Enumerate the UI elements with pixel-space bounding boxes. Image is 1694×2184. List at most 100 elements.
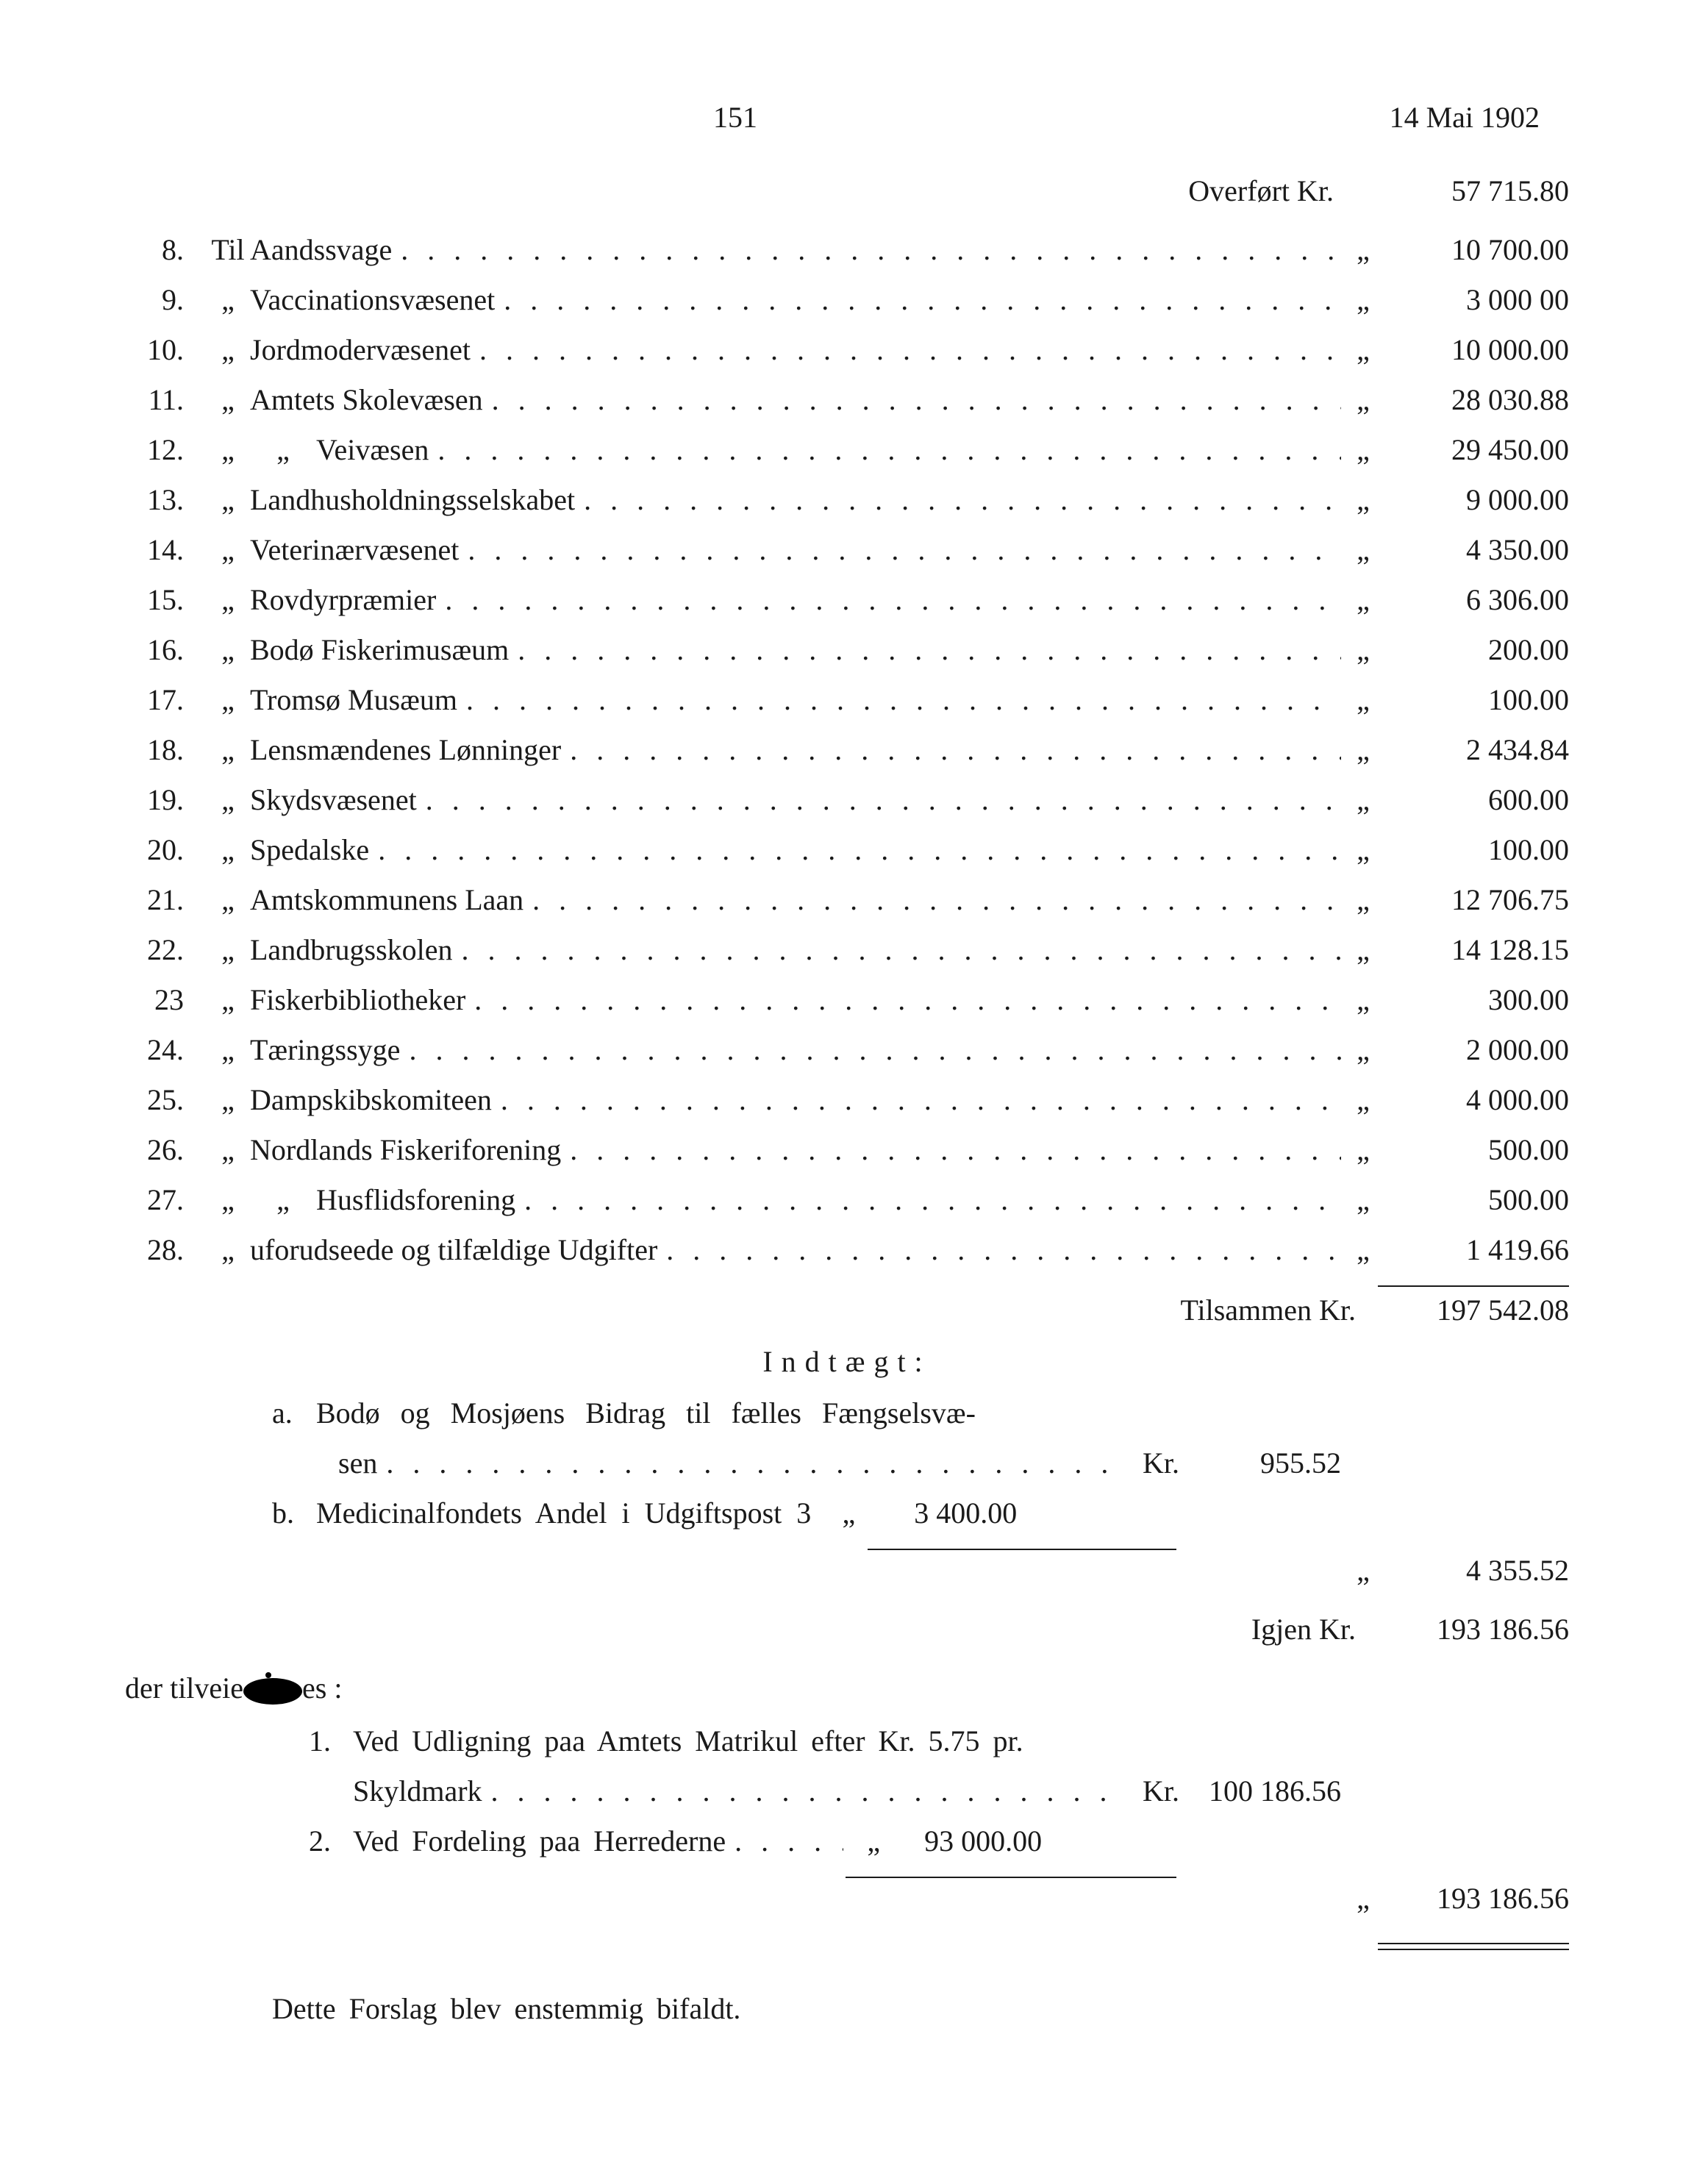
prefix-2: „ — [250, 1185, 316, 1215]
indtaegt-a-line2: sen . . . . . . . . . . . . . . . . . . … — [338, 1449, 1569, 1478]
indtaegt-b-row: b. Medicinalfondets Andel i Udgiftspost … — [272, 1499, 1569, 1528]
budget-line-item: 19.„Skydsvæsenet. . . . . . . . . . . . … — [125, 785, 1569, 815]
ditto-end: „ — [1341, 735, 1385, 765]
item-number: 24. — [125, 1035, 206, 1065]
ditto-end: „ — [1341, 385, 1385, 415]
item-amount: 29 450.00 — [1385, 435, 1569, 465]
dots-leader: . . . . . . . . . . . . . . . . . . . . … — [657, 1235, 1341, 1265]
dots-leader: . . . . . . . . . . . . . . . . . . . . … — [457, 685, 1341, 715]
item-amount: 10 700.00 — [1385, 235, 1569, 265]
prefix: „ — [206, 685, 250, 715]
ditto-end: „ — [1341, 485, 1385, 515]
kr-ditto-2: „ — [843, 1827, 880, 1856]
dots-leader: . . . . . . . . . . . . . . . . . . . . … — [369, 835, 1341, 865]
item-number: 9. — [125, 285, 206, 315]
item-label: Amtets Skolevæsen — [250, 385, 483, 415]
dots-fill: . . . . . . . . . . . . . . . . . . . . … — [482, 1777, 1121, 1806]
item-label: Lensmændenes Lønninger — [250, 735, 561, 765]
item-label: Tromsø Musæum — [250, 685, 457, 715]
item-label: Skydsvæsenet — [250, 785, 417, 815]
dots-fill: . . . . . . . . . . . . . . . . . . . . … — [726, 1827, 843, 1856]
item-label: Amtskommunens Laan — [250, 885, 523, 915]
dots-leader: . . . . . . . . . . . . . . . . . . . . … — [429, 435, 1341, 465]
item-amount: 2 434.84 — [1385, 735, 1569, 765]
prefix: „ — [206, 535, 250, 565]
budget-line-item: 28.„uforudseede og tilfældige Udgifter. … — [125, 1235, 1569, 1265]
item-number: 25. — [125, 1085, 206, 1115]
item-amount: 4 000.00 — [1385, 1085, 1569, 1115]
prefix: Til — [206, 235, 250, 265]
item-label: Fiskerbibliotheker — [250, 985, 465, 1015]
tilsammen-row: Tilsammen Kr. 197 542.08 — [125, 1296, 1569, 1325]
dots-leader: . . . . . . . . . . . . . . . . . . . . … — [495, 285, 1341, 315]
indtaegt-a-amount: 955.52 — [1179, 1449, 1341, 1478]
prefix: „ — [206, 885, 250, 915]
prefix: „ — [206, 1085, 250, 1115]
item-label: Landhusholdningsselskabet — [250, 485, 575, 515]
dots-leader: . . . . . . . . . . . . . . . . . . . . … — [561, 735, 1341, 765]
ditto-end: „ — [1341, 835, 1385, 865]
letter-a: a. — [272, 1399, 316, 1428]
prefix: „ — [206, 785, 250, 815]
final-paragraph: Dette Forslag blev enstemmig bifaldt. — [272, 1994, 1569, 2024]
prefix: „ — [206, 1035, 250, 1065]
prefix: „ — [206, 935, 250, 965]
item-amount: 1 419.66 — [1385, 1235, 1569, 1265]
item-number: 10. — [125, 335, 206, 365]
prefix: „ — [206, 735, 250, 765]
item-amount: 100.00 — [1385, 685, 1569, 715]
dots-leader: . . . . . . . . . . . . . . . . . . . . … — [417, 785, 1341, 815]
fordeling-total-row: „ 193 186.56 — [125, 1884, 1569, 1913]
item-number: 8. — [125, 235, 206, 265]
letter-b: b. — [272, 1499, 316, 1528]
item-amount: 9 000.00 — [1385, 485, 1569, 515]
dots-leader: . . . . . . . . . . . . . . . . . . . . … — [561, 1135, 1341, 1165]
item-label: uforudseede og tilfældige Udgifter — [250, 1235, 657, 1265]
dots-leader: . . . . . . . . . . . . . . . . . . . . … — [392, 235, 1341, 265]
item-amount: 100.00 — [1385, 835, 1569, 865]
fordeling-num-1: 1. — [309, 1727, 353, 1756]
ditto-end: „ — [1341, 985, 1385, 1015]
item-number: 14. — [125, 535, 206, 565]
total-ditto: „ — [1341, 1884, 1385, 1913]
item-label: Vaccinationsvæsenet — [250, 285, 495, 315]
budget-line-item: 17.„Tromsø Musæum. . . . . . . . . . . .… — [125, 685, 1569, 715]
overfort-label: Overført Kr. — [1188, 176, 1334, 206]
item-amount: 10 000.00 — [1385, 335, 1569, 365]
igjen-amount: 193 186.56 — [1385, 1615, 1569, 1644]
item-number: 19. — [125, 785, 206, 815]
dots-fill: . . . . . . . . . . . . . . . . . . . . … — [377, 1449, 1121, 1478]
item-number: 13. — [125, 485, 206, 515]
item-amount: 6 306.00 — [1385, 585, 1569, 615]
budget-line-item: 23„Fiskerbibliotheker. . . . . . . . . .… — [125, 985, 1569, 1015]
item-amount: 600.00 — [1385, 785, 1569, 815]
item-amount: 4 350.00 — [1385, 535, 1569, 565]
item-amount: 500.00 — [1385, 1185, 1569, 1215]
item-label: Husflidsforening — [316, 1185, 515, 1215]
ditto-end: „ — [1341, 585, 1385, 615]
item-number: 21. — [125, 885, 206, 915]
tilsammen-label: Tilsammen Kr. — [1180, 1296, 1356, 1325]
ditto-end: „ — [1341, 1185, 1385, 1215]
sub-divider — [868, 1549, 1176, 1550]
item-amount: 12 706.75 — [1385, 885, 1569, 915]
fordeling-2-text: Ved Fordeling paa Herrederne — [353, 1827, 726, 1856]
prefix: „ — [206, 285, 250, 315]
overfort-row: Overført Kr. 57 715.80 — [125, 176, 1569, 206]
ditto-end: „ — [1341, 935, 1385, 965]
dots-leader: . . . . . . . . . . . . . . . . . . . . … — [483, 385, 1341, 415]
prefix: „ — [206, 1185, 250, 1215]
item-number: 18. — [125, 735, 206, 765]
dots-leader: . . . . . . . . . . . . . . . . . . . . … — [492, 1085, 1341, 1115]
overfort-amount: 57 715.80 — [1385, 176, 1569, 206]
item-label: Aandssvage — [250, 235, 392, 265]
budget-line-item: 21.„Amtskommunens Laan. . . . . . . . . … — [125, 885, 1569, 915]
item-number: 27. — [125, 1185, 206, 1215]
fordeling-1-amount: 100 186.56 — [1179, 1777, 1341, 1806]
prefix: „ — [206, 435, 250, 465]
budget-line-item: 24.„Tæringssyge. . . . . . . . . . . . .… — [125, 1035, 1569, 1065]
budget-line-item: 25.„Dampskibskomiteen. . . . . . . . . .… — [125, 1085, 1569, 1115]
prefix: „ — [206, 1135, 250, 1165]
item-label: Nordlands Fiskeriforening — [250, 1135, 561, 1165]
budget-line-item: 22.„Landbrugsskolen. . . . . . . . . . .… — [125, 935, 1569, 965]
